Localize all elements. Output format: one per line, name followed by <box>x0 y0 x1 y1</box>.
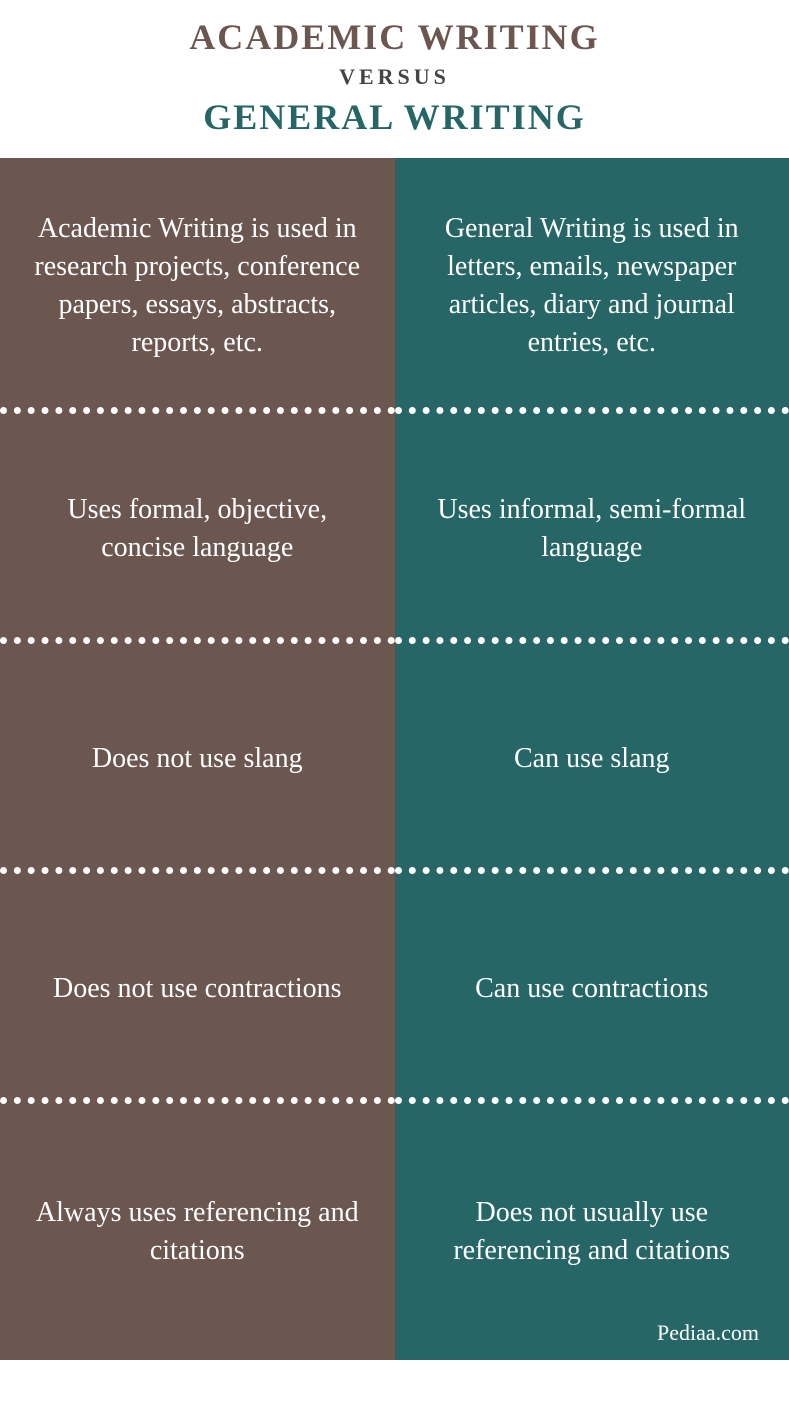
cell-general-2: Can use slang <box>395 644 789 874</box>
comparison-table: Academic Writing is used in research pro… <box>0 158 789 1360</box>
cell-academic-4-text: Always uses referencing and citations <box>28 1194 367 1270</box>
column-general: General Writing is used in letters, emai… <box>395 158 789 1360</box>
title-versus: VERSUS <box>10 64 779 90</box>
title-academic: ACADEMIC WRITING <box>10 16 779 58</box>
title-general: GENERAL WRITING <box>10 96 779 138</box>
cell-academic-3: Does not use contractions <box>0 874 395 1104</box>
cell-general-3: Can use contractions <box>395 874 789 1104</box>
cell-academic-2: Does not use slang <box>0 644 395 874</box>
cell-academic-0: Academic Writing is used in research pro… <box>0 158 395 414</box>
cell-academic-4: Always uses referencing and citations <box>0 1104 395 1360</box>
attribution: Pediaa.com <box>657 1318 759 1348</box>
cell-general-4-text: Does not usually use referencing and cit… <box>423 1194 762 1270</box>
cell-general-0: General Writing is used in letters, emai… <box>395 158 789 414</box>
header: ACADEMIC WRITING VERSUS GENERAL WRITING <box>0 0 789 158</box>
column-academic: Academic Writing is used in research pro… <box>0 158 395 1360</box>
cell-general-1: Uses informal, semi-formal language <box>395 414 789 644</box>
cell-general-4: Does not usually use referencing and cit… <box>395 1104 789 1360</box>
cell-academic-1: Uses formal, objective, concise language <box>0 414 395 644</box>
